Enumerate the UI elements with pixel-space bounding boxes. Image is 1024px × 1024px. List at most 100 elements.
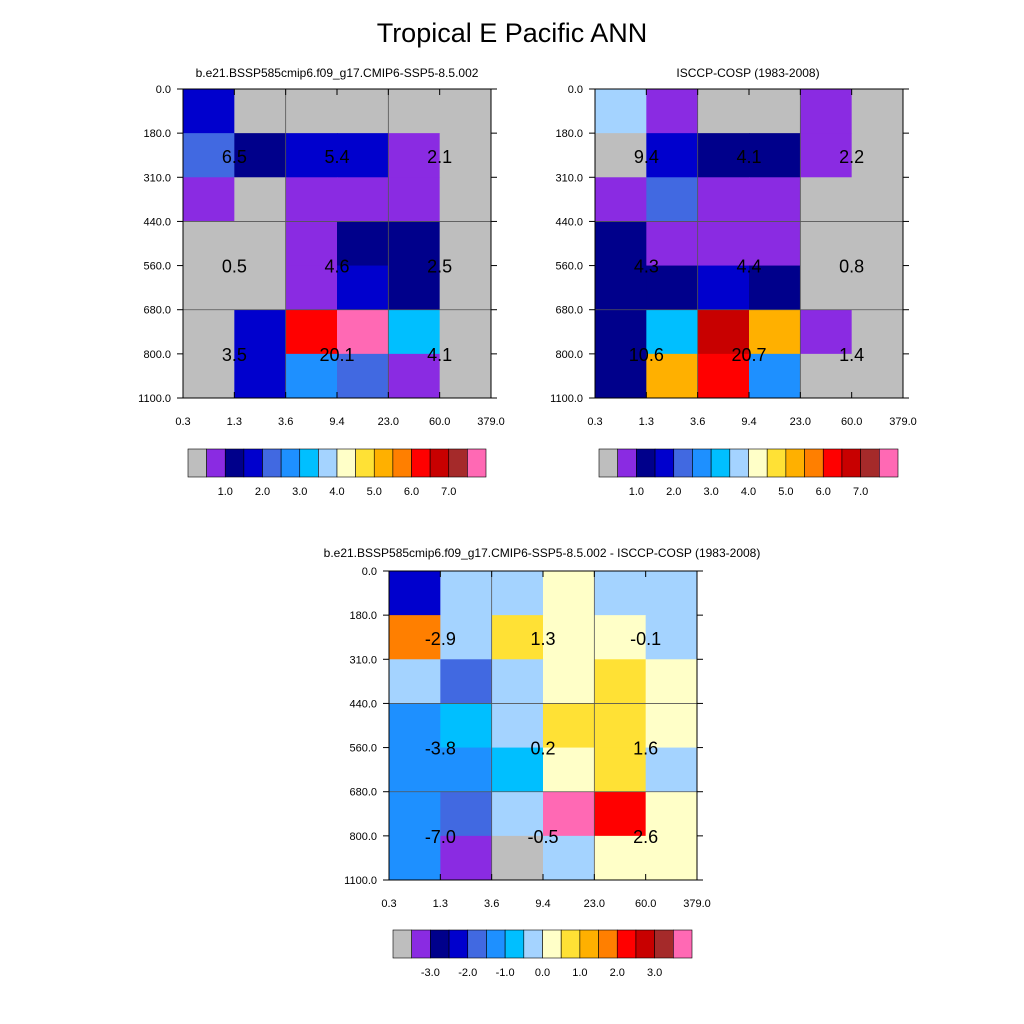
colorbar-box: [504, 929, 525, 959]
y-tick-label: 1100.0: [344, 875, 377, 887]
x-tick-label: 60.0: [635, 898, 656, 910]
heatmap-cell: [183, 89, 235, 134]
colorbar-label: 7.0: [441, 486, 456, 498]
heatmap-cell: [439, 133, 492, 178]
colorbar-label: 5.0: [778, 486, 793, 498]
heatmap-cell: [389, 571, 441, 616]
colorbar-box: [411, 448, 431, 478]
heatmap-cell: [388, 265, 441, 311]
colorbar-label: 3.0: [292, 486, 307, 498]
heatmap-cell: [851, 89, 904, 134]
cell-value-label: 4.1: [736, 147, 761, 167]
cell-value-label: 1.3: [530, 629, 555, 649]
y-tick-label: 800.0: [349, 831, 377, 843]
heatmap-cell: [646, 89, 699, 134]
heatmap-cell: [491, 835, 544, 881]
y-tick-label: 0.0: [362, 566, 377, 578]
colorbar-box: [486, 929, 506, 959]
heatmap-cell: [183, 265, 235, 311]
heatmap-cell: [800, 177, 853, 222]
heatmap-cell: [285, 133, 338, 178]
heatmap-cell: [851, 265, 904, 311]
heatmap-cell: [800, 309, 853, 355]
heatmap-cell: [851, 353, 904, 399]
heatmap-cell: [389, 747, 441, 793]
heatmap-cell: [851, 221, 904, 267]
heatmap-cell: [183, 221, 235, 267]
cell-value-label: 20.1: [319, 345, 354, 365]
panel-title: b.e21.BSSP585cmip6.f09_g17.CMIP6-SSP5-8.…: [196, 66, 479, 80]
y-tick-label: 310.0: [349, 654, 377, 666]
heatmap-cell: [543, 747, 595, 793]
colorbar-label: 4.0: [741, 486, 756, 498]
heatmap-cell: [388, 133, 441, 178]
colorbar-box: [785, 448, 805, 478]
y-tick-label: 560.0: [349, 743, 377, 755]
colorbar-box: [448, 929, 469, 959]
cell-value-label: 4.4: [736, 257, 761, 277]
y-tick-label: 310.0: [143, 172, 171, 184]
cell-value-label: 2.5: [427, 257, 452, 277]
heatmap-cell: [491, 571, 544, 616]
heatmap-cell: [646, 177, 699, 222]
heatmap-cell: [234, 133, 287, 178]
colorbar-box: [429, 448, 450, 478]
heatmap-cell: [645, 747, 698, 793]
colorbar-box: [262, 448, 282, 478]
x-tick-label: 1.3: [433, 898, 448, 910]
heatmap-cell: [234, 221, 287, 267]
heatmap-cell: [749, 89, 801, 134]
heatmap-cell: [285, 89, 338, 134]
heatmap-cell: [285, 353, 338, 399]
heatmap-cell: [389, 615, 441, 660]
heatmap-cell: [439, 221, 492, 267]
heatmap-cell: [851, 177, 904, 222]
heatmap-cell: [440, 703, 493, 749]
heatmap-cell: [183, 133, 235, 178]
colorbar-label: 5.0: [367, 486, 382, 498]
y-tick-label: 560.0: [143, 261, 171, 273]
colorbar-box: [860, 448, 880, 478]
heatmap-cell: [389, 791, 441, 837]
panel-observation: ISCCP-COSP (1983-2008) 0.3 1.3 3.6 9.4 23.0 6…: [550, 66, 917, 498]
heatmap-cell: [749, 353, 801, 399]
x-tick-label: 23.0: [790, 416, 811, 428]
colorbar-box: [542, 929, 562, 959]
y-tick-label: 560.0: [555, 261, 583, 273]
heatmap-cell: [800, 353, 853, 399]
heatmap-cell: [543, 571, 595, 616]
y-tick-label: 1100.0: [550, 393, 583, 405]
colorbar-box: [467, 929, 487, 959]
heatmap-cell: [439, 353, 492, 399]
y-tick-label: 180.0: [349, 610, 377, 622]
colorbar-box: [673, 448, 693, 478]
heatmap-cell: [439, 177, 492, 222]
cell-value-label: 0.2: [530, 739, 555, 759]
colorbar-label: -1.0: [496, 967, 515, 979]
colorbar-box: [841, 448, 861, 478]
heatmap-cell: [285, 177, 338, 222]
y-tick-label: 440.0: [349, 698, 377, 710]
heatmap-cell: [440, 747, 493, 793]
colorbar-box: [729, 448, 749, 478]
colorbar-label: 6.0: [404, 486, 419, 498]
colorbar-box: [187, 448, 207, 478]
y-tick-label: 180.0: [143, 128, 171, 140]
colorbar-box: [673, 929, 693, 959]
heatmap-cell: [595, 221, 647, 267]
colorbar-label: 1.0: [572, 967, 587, 979]
colorbar-box: [636, 448, 656, 478]
colorbar-box: [280, 448, 301, 478]
colorbar-label: 1.0: [218, 486, 233, 498]
heatmap-cell: [594, 835, 647, 881]
y-tick-label: 680.0: [555, 305, 583, 317]
colorbar-label: 1.0: [629, 486, 644, 498]
x-tick-label: 1.3: [639, 416, 654, 428]
colorbar-box: [411, 929, 431, 959]
heatmap-cell: [491, 703, 544, 749]
panel-title: ISCCP-COSP (1983-2008): [676, 66, 819, 80]
heatmap-cell: [594, 571, 647, 616]
colorbar-box: [560, 929, 581, 959]
colorbar-box: [355, 448, 375, 478]
x-tick-label: 60.0: [841, 416, 862, 428]
